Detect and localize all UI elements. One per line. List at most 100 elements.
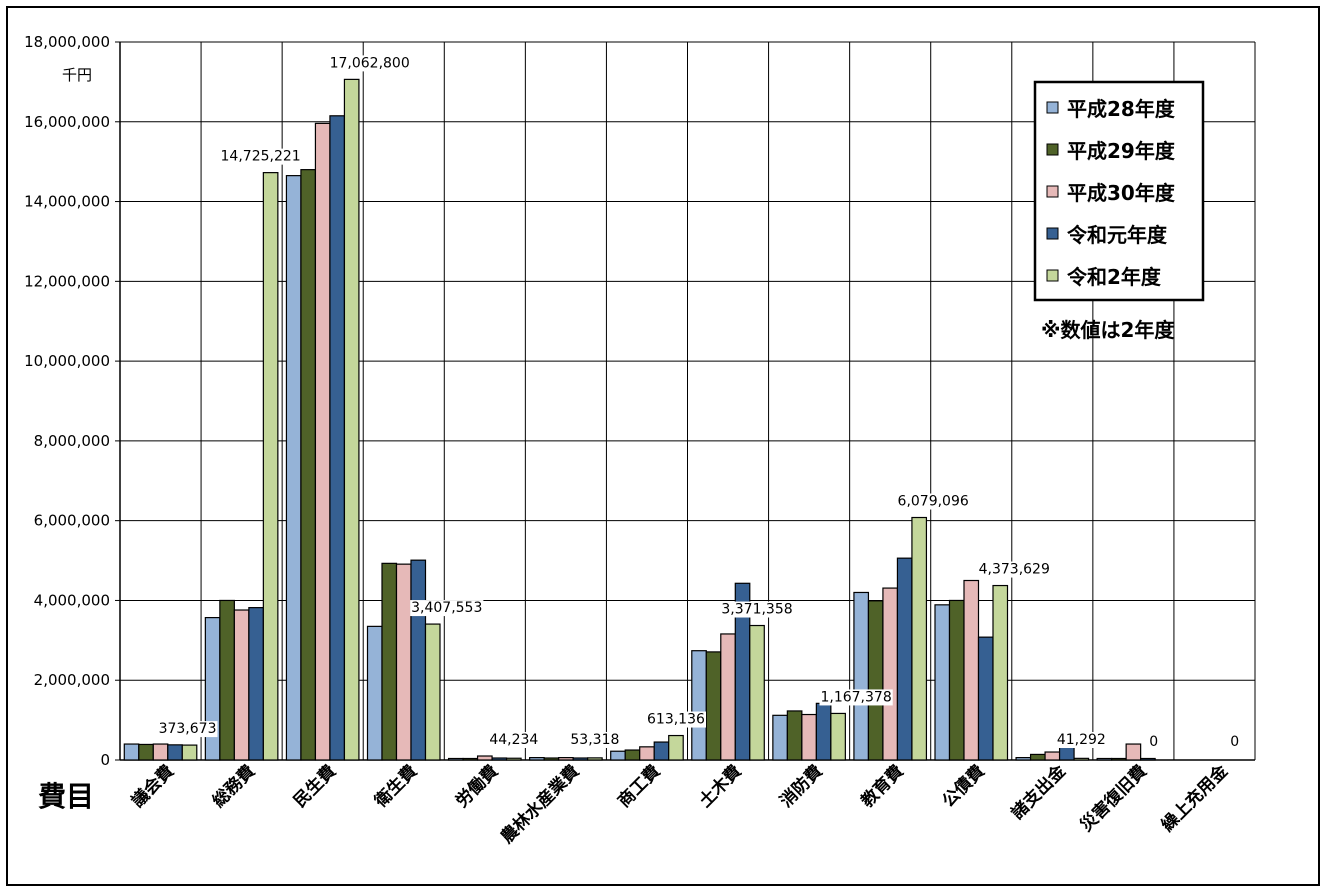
x-category-label: 教育費	[856, 761, 908, 813]
bar	[543, 757, 560, 761]
bar	[977, 636, 994, 761]
data-label-bg	[1229, 734, 1241, 750]
x-category-label: 土木費	[695, 761, 746, 812]
bar	[624, 749, 641, 761]
legend-label: 平成28年度	[1067, 97, 1176, 121]
bar	[314, 122, 331, 761]
data-label-bg	[977, 561, 1051, 578]
legend-swatch	[1046, 227, 1059, 240]
data-label: 0	[1230, 734, 1239, 750]
x-category-label: 商工費	[614, 761, 665, 812]
legend-label: 令和2年度	[1067, 265, 1162, 289]
bar	[934, 604, 951, 761]
bar	[1029, 753, 1046, 761]
bar	[1140, 757, 1156, 761]
y-tick-label: 0	[100, 751, 110, 769]
x-category-label: 衛生費	[370, 761, 422, 813]
bar	[653, 741, 670, 761]
x-category-label: 災害復旧費	[1076, 761, 1151, 836]
y-tick-label: 8,000,000	[34, 432, 110, 450]
bar	[705, 651, 722, 761]
bar	[749, 624, 765, 761]
x-category-label: 労働費	[451, 761, 502, 812]
bar	[395, 563, 412, 761]
bar	[963, 579, 980, 761]
y-tick-label: 14,000,000	[24, 193, 110, 211]
bar	[491, 757, 508, 761]
bar	[181, 744, 198, 761]
bar	[329, 115, 346, 761]
bar	[853, 591, 870, 761]
y-tick-label: 10,000,000	[24, 352, 110, 370]
data-label: 44,234	[489, 732, 538, 748]
x-category-label: 総務費	[208, 761, 259, 812]
legend-swatch	[1046, 185, 1059, 198]
bar	[639, 746, 655, 761]
bar	[410, 559, 427, 761]
bar	[462, 757, 479, 761]
y-tick-label: 4,000,000	[34, 591, 110, 609]
y-tick-label: 2,000,000	[34, 671, 110, 689]
bar	[167, 744, 183, 761]
legend-label: 平成30年度	[1067, 181, 1176, 205]
data-label-bg	[410, 600, 484, 617]
data-label-bg	[1055, 732, 1107, 748]
data-label: 613,136	[647, 712, 705, 728]
bar	[152, 743, 169, 761]
bar	[896, 557, 913, 761]
data-label: 4,373,629	[979, 562, 1050, 578]
bar	[1096, 757, 1113, 761]
bar	[1111, 757, 1127, 761]
x-category-label: 繰上充用金	[1157, 760, 1233, 836]
note-text: ※数値は2年度	[1041, 318, 1175, 342]
bar	[786, 710, 803, 761]
bar	[691, 650, 707, 761]
bar	[668, 734, 684, 761]
data-label: 6,079,096	[898, 494, 969, 510]
data-label: 53,318	[570, 732, 619, 748]
x-axis-title: 費目	[38, 780, 94, 813]
x-category-label: 諸支出金	[1007, 760, 1071, 824]
bar	[572, 757, 589, 761]
bar	[381, 562, 398, 761]
bar	[720, 633, 736, 761]
bar	[1125, 743, 1142, 761]
bar	[992, 584, 1009, 761]
bar	[529, 757, 545, 761]
bar	[424, 623, 441, 761]
bar	[262, 172, 279, 761]
data-label-bg	[1148, 734, 1160, 750]
bar	[366, 625, 383, 761]
legend-label: 平成29年度	[1067, 139, 1176, 163]
bar	[123, 743, 140, 761]
data-label: 17,062,800	[330, 55, 410, 71]
y-tick-label: 16,000,000	[24, 113, 110, 131]
data-label-bg	[328, 55, 411, 72]
bar	[948, 599, 965, 761]
bar	[1073, 757, 1090, 761]
data-label-bg	[720, 601, 794, 618]
legend-swatch	[1046, 143, 1059, 156]
data-label-bg	[819, 689, 893, 706]
y-tick-label: 6,000,000	[34, 512, 110, 530]
bar	[233, 609, 250, 761]
bar	[447, 757, 464, 761]
bar	[476, 755, 493, 761]
bar	[219, 599, 235, 761]
data-label-bg	[219, 148, 302, 165]
bar	[610, 750, 626, 761]
x-category-label: 民生費	[289, 761, 340, 812]
bar	[911, 516, 928, 761]
data-label: 3,371,358	[721, 602, 792, 618]
y-tick-label: 18,000,000	[24, 33, 110, 51]
bar	[801, 713, 817, 761]
data-label-bg	[646, 711, 706, 728]
x-category-label: 公債費	[938, 761, 989, 812]
data-label: 3,407,553	[411, 600, 482, 616]
x-category-label: 議会費	[127, 761, 178, 812]
bar	[830, 712, 846, 761]
data-label-bg	[157, 721, 218, 738]
data-label: 1,167,378	[820, 689, 891, 705]
data-label-bg	[488, 732, 540, 748]
